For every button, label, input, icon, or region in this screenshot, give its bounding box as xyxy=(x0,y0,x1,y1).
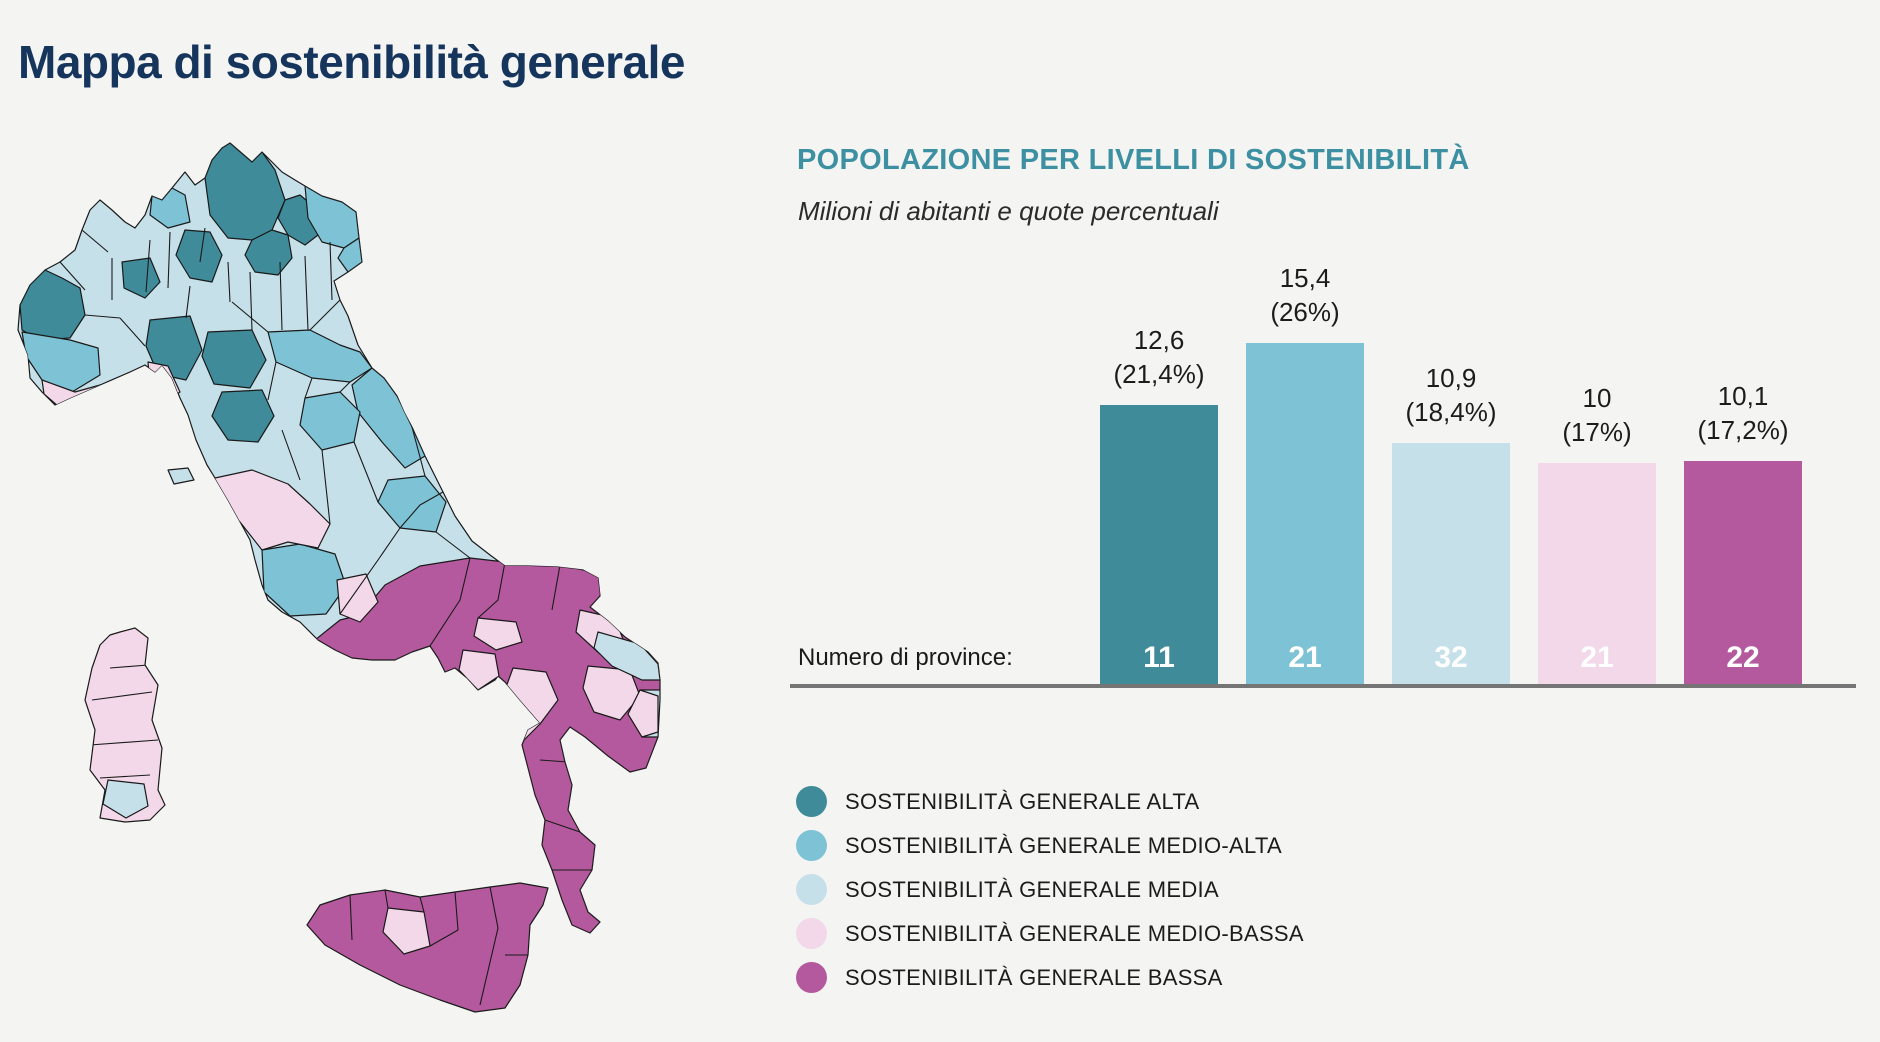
map-region-caltanissetta xyxy=(382,907,431,955)
page-title: Mappa di sostenibilità generale xyxy=(18,35,686,88)
legend-item-media: SOSTENIBILITÀ GENERALE MEDIA xyxy=(796,874,1304,905)
legend-dot-bassa xyxy=(796,962,827,993)
bar-medio_alta xyxy=(1246,343,1364,686)
bar-value-label-bassa: 10,1 (17,2%) xyxy=(1697,381,1789,445)
map-region-sudtirol xyxy=(204,143,286,241)
map-region-pavia xyxy=(121,257,161,299)
map-region-napoli xyxy=(458,649,500,691)
legend-label-alta: SOSTENIBILITÀ GENERALE ALTA xyxy=(845,788,1200,814)
map-region-heel xyxy=(627,689,659,738)
chart-baseline xyxy=(790,684,1856,688)
map-sardinia-regions xyxy=(89,664,159,819)
map-region-cagliari xyxy=(102,779,149,819)
bar-province-count-medio_bassa: 21 xyxy=(1580,641,1614,674)
bar-value-label-media: 10,9 (18,4%) xyxy=(1405,363,1497,427)
map-elba xyxy=(167,467,195,485)
bar-province-count-bassa: 22 xyxy=(1726,641,1760,674)
map-sicily-regions xyxy=(349,886,528,1006)
chart-subtitle: Milioni di abitanti e quote percentuali xyxy=(798,196,1219,226)
map-sardinia-borders xyxy=(89,664,159,779)
bar-value-label-medio_bassa: 10 (17%) xyxy=(1562,383,1632,447)
legend-dot-media xyxy=(796,874,827,905)
legend-dot-alta xyxy=(796,786,827,817)
legend-item-bassa: SOSTENIBILITÀ GENERALE BASSA xyxy=(796,962,1304,993)
legend-label-media: SOSTENIBILITÀ GENERALE MEDIA xyxy=(845,876,1219,902)
bar-value-label-medio_alta: 15,4 (26%) xyxy=(1270,263,1340,327)
map-region-benevento xyxy=(473,617,523,651)
legend-item-medio_bassa: SOSTENIBILITÀ GENERALE MEDIO-BASSA xyxy=(796,918,1304,949)
chart-title: POPOLAZIONE PER LIVELLI DI SOSTENIBILITÀ xyxy=(797,144,1470,176)
bar-province-count-medio_alta: 21 xyxy=(1288,641,1322,674)
legend-label-bassa: SOSTENIBILITÀ GENERALE BASSA xyxy=(845,964,1223,990)
map-region-como xyxy=(149,187,191,229)
map-sicily-borders xyxy=(349,886,528,1006)
bar-media xyxy=(1392,443,1510,686)
legend-label-medio_alta: SOSTENIBILITÀ GENERALE MEDIO-ALTA xyxy=(845,832,1282,858)
legend-item-medio_alta: SOSTENIBILITÀ GENERALE MEDIO-ALTA xyxy=(796,830,1304,861)
map-sicily xyxy=(306,882,549,1013)
bar-province-count-alta: 11 xyxy=(1143,641,1175,674)
legend-item-alta: SOSTENIBILITÀ GENERALE ALTA xyxy=(796,786,1304,817)
map-mainland-regions xyxy=(19,143,660,933)
bar-province-count-media: 32 xyxy=(1434,641,1468,674)
chart-legend: SOSTENIBILITÀ GENERALE ALTA SOSTENIBILITÀ… xyxy=(796,786,1304,1006)
map-region-cuneo xyxy=(21,331,101,393)
bar-alta xyxy=(1100,405,1218,686)
bar-medio_bassa xyxy=(1538,463,1656,686)
map-region-marche xyxy=(351,367,426,469)
map-region-rieti xyxy=(336,573,379,623)
map-region-trieste xyxy=(337,237,363,273)
map-region-firenze xyxy=(211,389,275,443)
map-region-bergamo xyxy=(175,229,223,283)
italy-map xyxy=(17,142,661,1013)
bar-bassa xyxy=(1684,461,1802,686)
legend-dot-medio_alta xyxy=(796,830,827,861)
axis-label-province: Numero di province: xyxy=(798,644,1013,671)
bar-value-label-alta: 12,6 (21,4%) xyxy=(1113,325,1205,389)
legend-label-medio_bassa: SOSTENIBILITÀ GENERALE MEDIO-BASSA xyxy=(845,920,1304,946)
legend-dot-medio_bassa xyxy=(796,918,827,949)
